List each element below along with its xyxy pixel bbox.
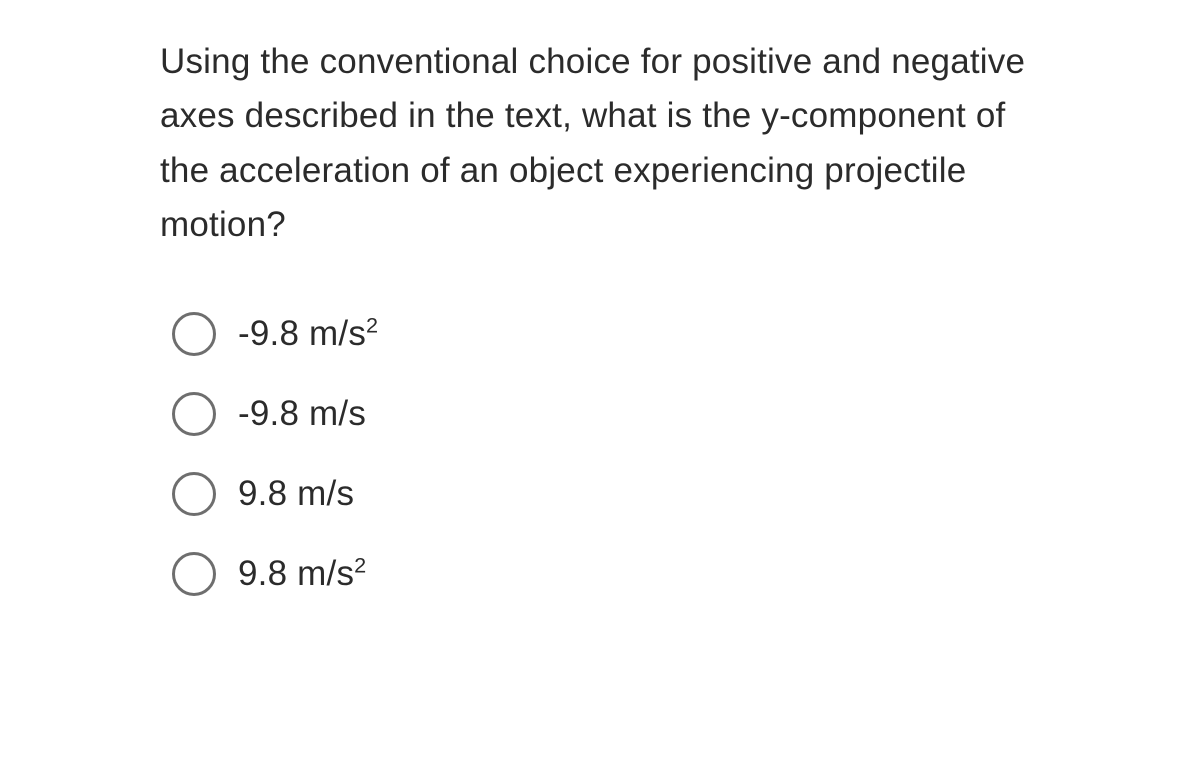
- option-sup: 2: [366, 312, 378, 337]
- radio-icon[interactable]: [172, 472, 216, 516]
- radio-icon[interactable]: [172, 312, 216, 356]
- option-value: 9.8 m/s: [238, 554, 354, 593]
- radio-icon[interactable]: [172, 392, 216, 436]
- option-label: -9.8 m/s: [238, 394, 366, 434]
- option-0[interactable]: -9.8 m/s2: [172, 312, 1040, 356]
- question-text: Using the conventional choice for positi…: [160, 35, 1040, 252]
- options-list: -9.8 m/s2 -9.8 m/s 9.8 m/s 9.8 m/s2: [160, 312, 1040, 596]
- option-value: -9.8 m/s: [238, 314, 366, 353]
- option-value: -9.8 m/s: [238, 394, 366, 433]
- option-1[interactable]: -9.8 m/s: [172, 392, 1040, 436]
- option-label: -9.8 m/s2: [238, 314, 378, 354]
- option-3[interactable]: 9.8 m/s2: [172, 552, 1040, 596]
- option-value: 9.8 m/s: [238, 474, 354, 513]
- radio-icon[interactable]: [172, 552, 216, 596]
- option-label: 9.8 m/s: [238, 474, 354, 514]
- option-label: 9.8 m/s2: [238, 554, 366, 594]
- option-2[interactable]: 9.8 m/s: [172, 472, 1040, 516]
- option-sup: 2: [354, 552, 366, 577]
